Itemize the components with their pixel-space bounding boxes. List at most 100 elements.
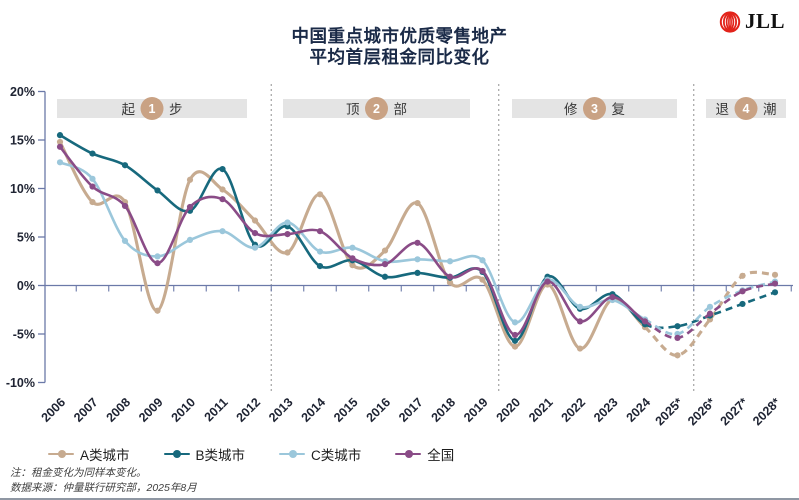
legend-marker-icon [395,450,422,459]
series-line-forecast [644,291,776,330]
legend-dot [404,450,413,458]
data-point [706,303,714,310]
data-point [414,269,421,276]
legend-label: B类城市 [195,448,246,463]
data-point [56,159,64,166]
data-point [609,294,616,301]
data-point [219,196,226,203]
data-point [576,345,584,352]
phase-number: 1 [149,102,156,116]
data-point [446,273,454,280]
data-point [316,263,324,270]
x-axis-label: 2007 [71,395,101,425]
data-point [479,257,486,264]
phase-number-badge [365,97,388,120]
phase-number: 2 [373,102,380,116]
legend-dot [288,450,297,458]
data-point [771,271,779,278]
data-point [641,318,649,325]
phase-label-pre: 起 [122,102,136,117]
x-axis-label: 2016 [364,395,394,425]
data-point [251,244,259,251]
series-line-forecast [643,270,776,357]
jll-logo: JLL [718,9,785,34]
phase-label-post: 步 [169,102,183,117]
data-point [219,166,226,173]
phase-number: 3 [591,102,598,116]
data-point [219,228,226,235]
x-axis-label: 2022 [559,395,589,425]
data-point [771,280,779,287]
x-axis-label: 2024 [624,395,654,425]
data-point [56,138,64,146]
data-point [89,150,96,157]
x-axis-label: 2025* [653,395,686,428]
data-point [89,175,96,182]
legend-marker-icon [48,450,74,459]
legend-label: 全国 [427,448,455,463]
data-point [89,198,96,206]
data-point [446,258,454,265]
series-line-actual [58,133,647,343]
data-point [251,230,259,237]
data-point [186,203,194,211]
data-point [414,239,421,246]
phase-label-post: 复 [612,101,626,117]
data-point [739,300,746,308]
data-point [511,337,519,344]
data-point [349,255,356,262]
footnotes: 注：租金变化为同样本变化。 数据来源：仲量联行研究部，2025年8月 [10,466,197,495]
data-point [219,186,226,193]
data-point [251,217,259,224]
x-axis-label: 2018 [429,395,459,425]
data-point [186,176,194,183]
legend-label: A类城市 [80,448,130,463]
data-point [446,279,454,286]
data-point [56,143,64,150]
data-point [381,247,389,254]
phase-label-pre: 修 [564,102,578,117]
legend-marker-icon [279,450,306,459]
data-point [154,260,161,267]
data-point [576,303,584,310]
x-axis-label: 2026* [685,395,718,428]
chart-title-line1: 中国重点城市优质零售地产 [291,26,508,46]
data-point [316,248,324,255]
y-axis-label: 20% [10,85,35,99]
legend-marker-icon [163,450,190,459]
x-axis-label: 2014 [299,395,329,425]
phase-number-badge [583,97,606,120]
jll-logo-mark-icon [719,10,741,33]
data-point [349,262,356,269]
data-point [414,256,421,263]
data-point [121,202,129,210]
footnote-sample-note: 注：租金变化为同样本变化。 [10,467,147,479]
phase-label-pre: 顶 [346,102,360,117]
x-axis-label: 2021 [526,395,556,425]
data-point [316,228,324,235]
y-axis-label: -10% [6,376,35,390]
data-point [706,310,714,317]
data-point [121,237,129,244]
x-axis-label: 2015 [331,395,361,425]
x-axis-label: 2010 [169,395,199,425]
data-point [739,288,746,295]
series-line-forecast [644,280,776,336]
x-axis-label: 2012 [234,395,264,425]
x-axis-label: 2019 [461,395,491,425]
phase-number-badge [140,97,164,120]
data-point [284,219,291,226]
legend-label: C类城市 [311,448,362,463]
data-point [349,244,356,251]
data-point [544,278,551,285]
data-point [316,191,324,198]
series-line-actual [58,145,647,337]
data-point [511,319,519,326]
chart-title-line2: 平均首层租金同比变化 [309,47,490,67]
x-axis-label: 2020 [494,395,524,425]
x-axis-label: 2028* [750,395,783,428]
y-axis-label: 10% [10,182,35,196]
legend-item: B类城市 [163,444,246,464]
